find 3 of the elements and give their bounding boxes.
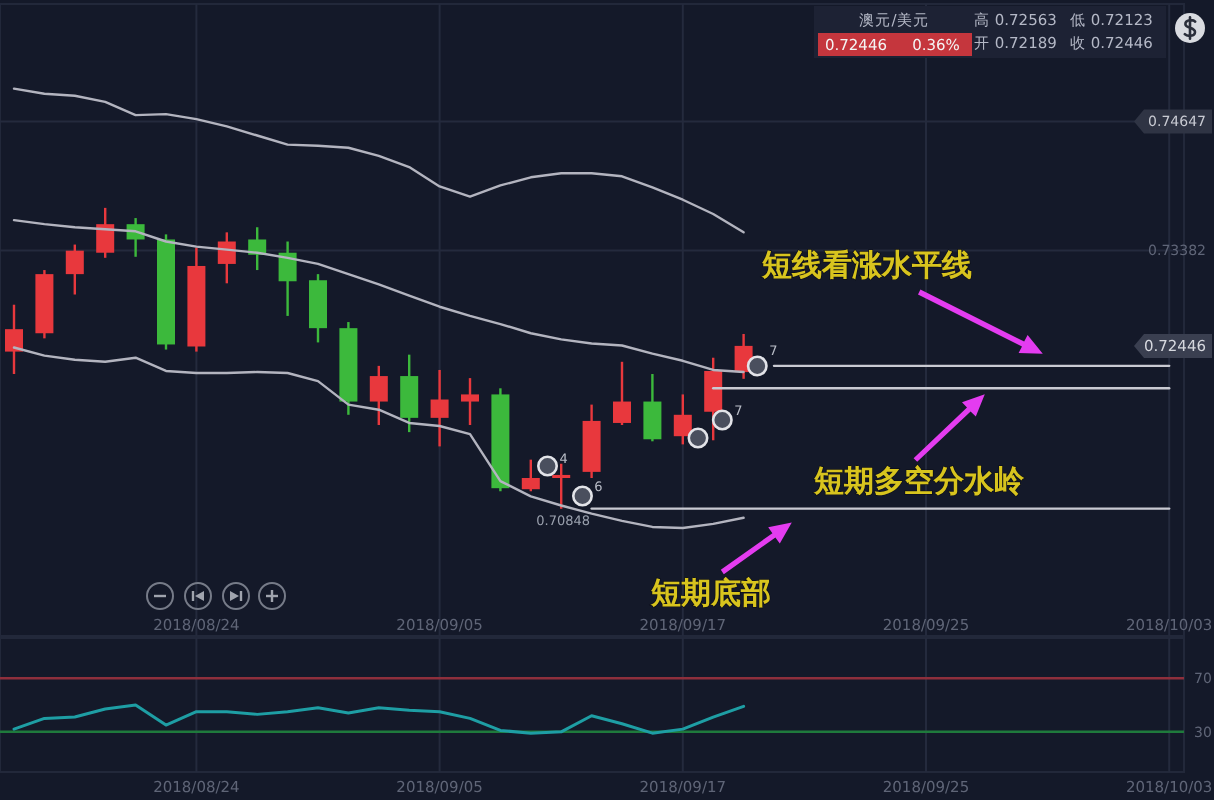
- annotation: 短期底部: [648, 574, 771, 611]
- annotation: 短线看涨水平线: [760, 246, 973, 283]
- annotation: 短期多空分水岭: [812, 462, 1027, 499]
